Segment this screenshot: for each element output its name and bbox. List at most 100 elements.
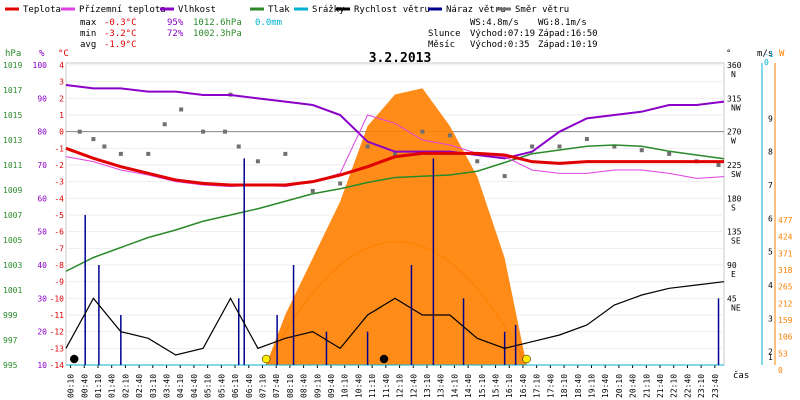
x-tick-label: 12:40 <box>409 374 418 398</box>
axes: 43210-1-2-3-4-5-6-7-8-9-10-11-12-13-1410… <box>3 50 793 398</box>
dir-tick-label: SW <box>731 170 741 179</box>
c-tick-label: 1 <box>59 111 64 120</box>
wind-direction-point <box>118 151 123 156</box>
legend-label-teplota: Teplota <box>23 5 61 15</box>
dir-tick-label: W <box>731 137 736 146</box>
x-tick-label: 12:10 <box>396 374 405 398</box>
dir-tick-label: N <box>731 70 736 79</box>
pct-tick-label: 80 <box>37 128 47 137</box>
legend-label-naraz: Náraz větru <box>446 5 506 15</box>
x-tick-label: 14:40 <box>464 374 473 398</box>
wind-direction-point <box>223 129 228 134</box>
x-tick-label: 00:40 <box>80 374 89 398</box>
hpa-tick-label: 1007 <box>3 211 22 220</box>
w-tick-label: 212 <box>778 299 793 308</box>
hpa-tick-label: 1005 <box>3 236 22 245</box>
dir-tick-label: SE <box>731 237 741 246</box>
wind-wg: WG:8.1m/s <box>538 18 587 28</box>
x-tick-label: 04:40 <box>190 374 199 398</box>
stat-min-press: 1002.3hPa <box>193 29 242 39</box>
ms-tick-label: 4 <box>768 281 773 290</box>
x-tick-label: 08:40 <box>300 374 309 398</box>
x-tick-label: 20:40 <box>629 374 638 398</box>
wind-direction-point <box>310 188 315 193</box>
pct-tick-label: 20 <box>37 328 47 337</box>
c-tick-label: 0 <box>59 128 64 137</box>
pct-unit: % <box>39 49 45 59</box>
mm-tick-label: 0 <box>764 58 769 67</box>
x-tick-label: 07:40 <box>272 374 281 398</box>
c-tick-label: -5 <box>54 211 64 220</box>
series-humidity <box>65 84 725 160</box>
x-tick-label: 22:40 <box>683 374 692 398</box>
c-tick-label: -12 <box>50 328 65 337</box>
x-tick-label: 04:10 <box>176 374 185 398</box>
x-tick-label: 17:40 <box>546 374 555 398</box>
pct-tick-label: 30 <box>37 294 47 303</box>
series-pressure <box>65 144 725 272</box>
hpa-tick-label: 1003 <box>3 261 22 270</box>
moon-marker <box>379 354 389 364</box>
legend-label-prizemni: Přízemní teplota <box>79 5 166 15</box>
ms-tick-label: 9 <box>768 114 773 123</box>
stat-max-hum: 95% <box>167 18 184 28</box>
w-tick-label: 265 <box>778 283 793 292</box>
wind-direction-point <box>639 148 644 153</box>
c-tick-label: -14 <box>50 361 65 370</box>
x-tick-label: 01:40 <box>108 374 117 398</box>
ms-tick-label: 1 <box>768 353 773 362</box>
x-tick-label: 19:40 <box>601 374 610 398</box>
pct-tick-label: 10 <box>37 361 47 370</box>
hpa-tick-label: 1013 <box>3 136 22 145</box>
c-unit: °C <box>58 49 69 59</box>
wind-direction-point <box>179 107 184 112</box>
x-tick-label: 11:10 <box>368 374 377 398</box>
wind-direction-point <box>91 137 96 142</box>
x-tick-label: 20:10 <box>615 374 624 398</box>
x-tick-label: 17:10 <box>533 374 542 398</box>
x-tick-label: 06:10 <box>231 374 240 398</box>
ms-tick-label: 6 <box>768 214 773 223</box>
c-tick-label: -4 <box>54 194 64 203</box>
x-tick-label: 10:40 <box>354 374 363 398</box>
x-tick-label: 13:10 <box>423 374 432 398</box>
legend-label-srazky: Srážky <box>312 5 345 15</box>
x-tick-label: 19:10 <box>587 374 596 398</box>
wind-direction-point <box>420 129 425 134</box>
x-unit: čas <box>733 370 749 381</box>
wind-direction-point <box>530 144 535 149</box>
x-tick-label: 15:10 <box>478 374 487 398</box>
legend-label-rychlost: Rychlost větru <box>354 5 430 15</box>
x-tick-label: 23:40 <box>711 374 720 398</box>
wind-direction-point <box>338 181 343 186</box>
wind-direction-point <box>102 144 107 149</box>
wind-direction-point <box>475 159 480 164</box>
wind-direction-point <box>365 144 370 149</box>
pct-tick-label: 90 <box>37 94 47 103</box>
w-tick-label: 106 <box>778 333 793 342</box>
x-tick-label: 03:10 <box>149 374 158 398</box>
w-tick-label: 318 <box>778 266 793 275</box>
x-tick-label: 10:10 <box>341 374 350 398</box>
wind-direction-point <box>557 144 562 149</box>
hpa-tick-label: 1015 <box>3 111 22 120</box>
deg-tick-label: 180 <box>727 194 742 203</box>
c-tick-label: -11 <box>50 311 65 320</box>
c-tick-label: -3 <box>54 178 64 187</box>
hpa-tick-label: 995 <box>3 361 18 370</box>
stat-avg-label: avg <box>80 40 96 50</box>
wind-direction-point <box>502 174 507 179</box>
x-tick-label: 01:10 <box>94 374 103 398</box>
wind-direction-point <box>447 133 452 138</box>
c-tick-label: -1 <box>54 144 64 153</box>
x-tick-label: 21:10 <box>642 374 651 398</box>
stat-max-rain: 0.0mm <box>255 18 282 28</box>
stat-avg-temp: -1.9°C <box>104 40 137 50</box>
deg-tick-label: 135 <box>727 228 742 237</box>
sun-rise: Východ:07:19 <box>470 29 535 39</box>
x-tick-label: 18:40 <box>574 374 583 398</box>
wind-direction-point <box>612 144 617 149</box>
ms-tick-label: 3 <box>768 314 773 323</box>
x-tick-label: 16:10 <box>505 374 514 398</box>
x-tick-label: 09:10 <box>313 374 322 398</box>
